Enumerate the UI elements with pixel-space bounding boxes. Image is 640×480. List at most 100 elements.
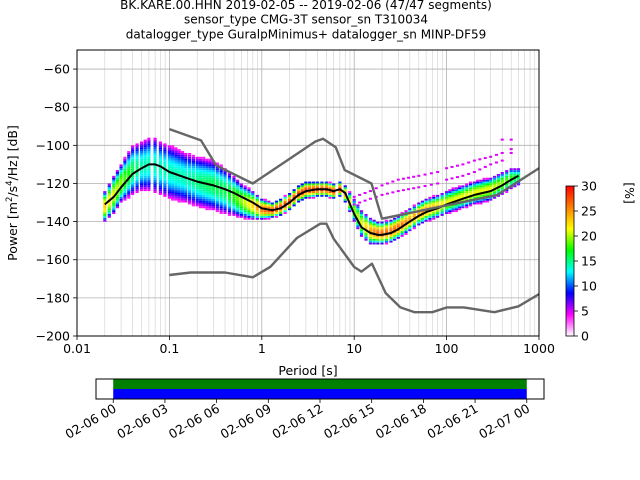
density-cell — [211, 172, 216, 174]
density-cell — [195, 168, 199, 171]
density-cell — [205, 158, 209, 161]
density-cell — [143, 156, 147, 159]
density-cell — [153, 172, 157, 174]
density-cell — [158, 145, 163, 148]
density-cell — [492, 196, 497, 199]
density-cell — [338, 191, 342, 193]
density-cell — [135, 172, 139, 174]
density-cell — [376, 225, 380, 228]
density-cell — [158, 189, 163, 192]
density-cell — [202, 158, 206, 161]
density-cell — [315, 191, 320, 193]
density-cell — [274, 200, 279, 203]
density-cell — [208, 162, 212, 165]
colorbar-gradient — [565, 185, 575, 337]
density-cell — [509, 181, 513, 184]
density-cell — [191, 158, 195, 161]
density-cell — [251, 194, 255, 197]
density-cell — [219, 210, 223, 213]
density-cell — [380, 225, 384, 228]
density-cell — [311, 194, 316, 197]
density-cell — [143, 175, 147, 178]
density-cell — [223, 173, 227, 176]
density-cell — [112, 183, 116, 186]
density-cell — [205, 172, 209, 174]
density-cell — [496, 179, 500, 182]
density-cell — [482, 193, 486, 195]
density-cell — [153, 183, 157, 186]
density-cell — [174, 168, 178, 171]
density-cell — [143, 187, 147, 190]
density-cell — [180, 179, 185, 182]
density-cell — [187, 166, 192, 169]
density-cell — [352, 208, 356, 211]
figure-title: BK.KARE.00.HHN 2019-02-05 -- 2019-02-06 … — [120, 0, 492, 42]
density-cell — [167, 162, 171, 165]
density-cell — [454, 189, 458, 192]
outlier-cell — [407, 176, 411, 179]
density-cell — [384, 234, 389, 237]
density-cell — [451, 193, 455, 195]
density-cell — [107, 196, 111, 199]
density-cell — [167, 147, 171, 150]
density-cell — [127, 172, 131, 174]
density-cell — [380, 227, 384, 230]
density-cell — [171, 181, 175, 184]
density-cell — [509, 175, 513, 178]
density-cell — [300, 183, 304, 186]
density-cell — [451, 206, 455, 209]
density-cell — [356, 227, 360, 230]
density-cell — [107, 204, 111, 207]
density-cell — [158, 185, 163, 188]
density-cell — [195, 193, 199, 195]
density-cell — [205, 206, 209, 209]
density-cell — [171, 193, 175, 195]
density-cell — [139, 185, 144, 188]
density-cell — [208, 160, 212, 163]
density-cell — [300, 187, 304, 190]
density-cell — [304, 183, 308, 186]
colorbar-tick-label: 30 — [581, 179, 597, 194]
density-cell — [432, 217, 436, 220]
density-cell — [440, 212, 444, 214]
density-cell — [380, 238, 384, 241]
density-cell — [308, 183, 312, 186]
density-cell — [202, 200, 206, 203]
density-cell — [119, 193, 123, 195]
density-cell — [479, 194, 483, 197]
outlier-cell — [489, 163, 493, 166]
density-cell — [368, 236, 373, 239]
density-cell — [219, 177, 223, 180]
density-cell — [215, 175, 219, 178]
density-cell — [205, 175, 209, 178]
density-cell — [139, 187, 144, 190]
density-cell — [251, 206, 255, 209]
density-cell — [107, 212, 111, 214]
density-cell — [205, 194, 209, 197]
outlier-cell — [368, 190, 372, 193]
density-cell — [468, 193, 473, 195]
density-cell — [432, 204, 436, 207]
density-cell — [461, 191, 465, 193]
density-cell — [247, 189, 251, 192]
density-cell — [420, 200, 425, 203]
density-cell — [389, 223, 393, 226]
density-cell — [147, 183, 151, 186]
density-cell — [208, 200, 212, 203]
density-cell — [489, 198, 493, 201]
density-cell — [174, 191, 178, 193]
density-cell — [171, 152, 175, 155]
density-cell — [472, 187, 477, 190]
density-cell — [393, 223, 397, 226]
density-cell — [389, 238, 393, 241]
density-cell — [461, 185, 465, 188]
colorbar-tick-label: 25 — [581, 204, 597, 219]
density-cell — [174, 181, 178, 184]
density-cell — [492, 191, 497, 193]
density-cell — [236, 185, 240, 188]
density-cell — [372, 231, 376, 234]
density-cell — [115, 200, 120, 203]
density-cell — [424, 202, 428, 205]
density-cell — [372, 236, 376, 239]
density-cell — [205, 200, 209, 203]
